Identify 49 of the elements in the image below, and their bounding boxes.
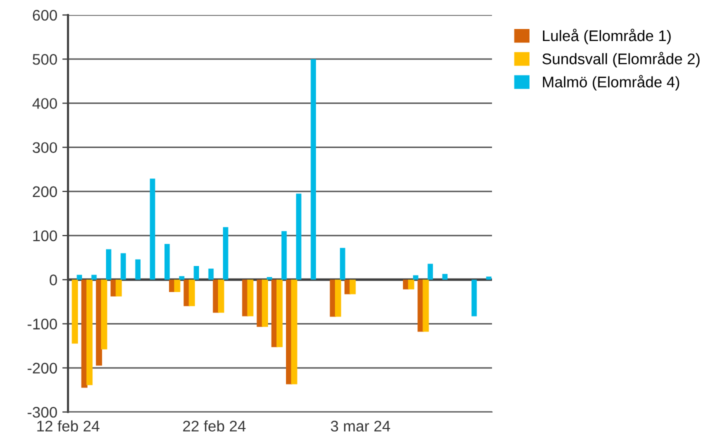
bar: [442, 274, 448, 280]
y-tick-label: -300: [28, 406, 57, 418]
bar: [179, 276, 184, 280]
bar: [262, 280, 268, 327]
bar: [340, 248, 346, 280]
y-tick-label: -100: [28, 318, 57, 330]
y-tick-label: 300: [32, 142, 57, 154]
y-tick-label: -200: [28, 362, 57, 374]
bar: [164, 244, 170, 280]
bar: [86, 280, 93, 386]
bar: [150, 178, 156, 280]
legend-label: Luleå (Elområde 1): [542, 28, 671, 44]
bar: [428, 264, 433, 280]
bar: [247, 280, 254, 316]
bar: [486, 276, 492, 280]
bar: [281, 231, 287, 280]
bar: [208, 268, 214, 280]
bar: [413, 275, 418, 280]
bar: [310, 59, 316, 280]
y-tick-label: 100: [33, 230, 57, 242]
x-tick-label: 12 feb 24: [37, 420, 100, 432]
x-tick-label: 3 mar 24: [330, 420, 390, 432]
bar: [422, 280, 429, 332]
bar: [472, 280, 477, 316]
bar: [296, 194, 302, 280]
legend-label: Sundsvall (Elområde 2): [542, 52, 700, 68]
bar: [350, 280, 356, 294]
bar: [116, 280, 122, 296]
bar: [174, 280, 180, 292]
legend-label: Malmö (Elområde 4): [542, 74, 680, 90]
x-tick-label: 22 feb 24: [183, 420, 246, 432]
y-tick-label: 0: [50, 274, 57, 286]
bar: [72, 280, 78, 344]
bar: [120, 253, 126, 280]
bar: [408, 280, 414, 290]
bar: [106, 249, 112, 280]
y-tick-label: 400: [32, 98, 57, 109]
bar: [218, 280, 224, 313]
y-tick-label: 600: [32, 10, 57, 21]
bar: [194, 266, 199, 280]
bar: [291, 280, 298, 384]
bar: [222, 227, 228, 280]
bar: [101, 280, 108, 350]
bar: [334, 280, 342, 317]
y-tick-label: 500: [32, 54, 57, 65]
bar: [135, 259, 141, 280]
bar: [188, 280, 195, 306]
bar: [276, 280, 283, 348]
y-tick-label: 200: [32, 186, 57, 198]
